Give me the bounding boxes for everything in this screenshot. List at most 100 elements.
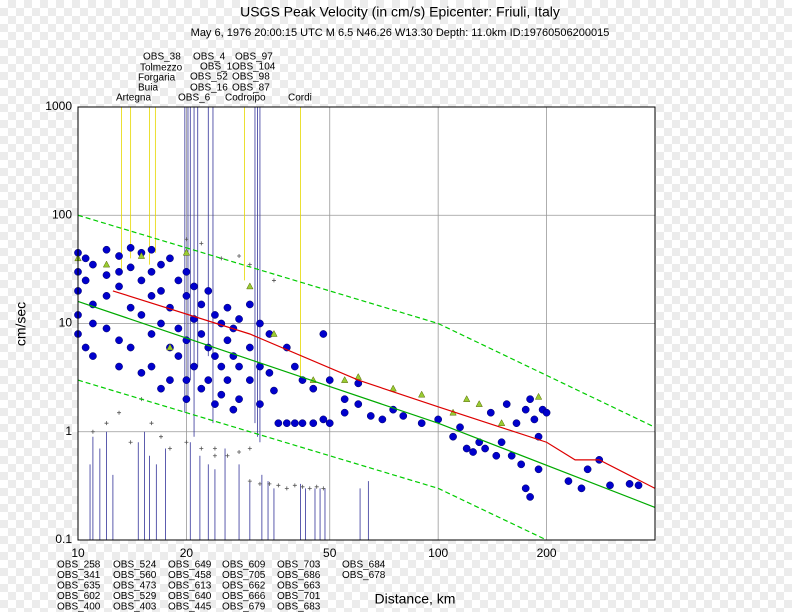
point (89, 352, 97, 360)
point (235, 315, 243, 323)
point (225, 453, 230, 458)
point (257, 481, 262, 486)
point (174, 276, 183, 285)
point (190, 282, 198, 291)
point (102, 245, 111, 254)
point (274, 419, 283, 428)
point (184, 237, 189, 242)
y-tick-label: 1000 (45, 99, 72, 113)
point (534, 392, 543, 400)
point (245, 376, 254, 384)
point (137, 369, 146, 377)
y-tick-label: 100 (52, 207, 72, 221)
y-tick-label: 10 (59, 316, 73, 330)
x-tick-label: 10 (71, 546, 85, 560)
point (309, 384, 318, 393)
point (204, 376, 213, 384)
point (399, 412, 408, 420)
station-label: OBS_445 (168, 602, 212, 612)
station-label: OBS_678 (342, 570, 386, 581)
point (463, 395, 471, 402)
point (267, 481, 272, 486)
point (147, 292, 156, 300)
point (197, 384, 206, 393)
point (147, 268, 156, 276)
point (128, 440, 133, 445)
point (512, 419, 521, 428)
station-label: OBS_1 (200, 62, 233, 73)
station-label: OBS_341 (57, 570, 101, 581)
point (314, 484, 319, 489)
point (115, 362, 123, 371)
point (481, 444, 489, 453)
point (102, 260, 111, 268)
point (583, 465, 592, 474)
point (223, 376, 232, 384)
station-label: OBS_640 (168, 591, 212, 602)
station-label: OBS_524 (113, 560, 157, 571)
point (449, 432, 457, 441)
point (126, 263, 135, 272)
point (307, 486, 312, 491)
point (319, 330, 328, 338)
point (517, 460, 526, 469)
plot-frame (77, 106, 656, 541)
point (167, 446, 172, 451)
point (526, 395, 534, 404)
point (217, 362, 226, 371)
point (157, 319, 165, 328)
station-label: OBS_16 (190, 83, 228, 94)
station-label: Tolmezzo (140, 63, 183, 74)
point (157, 287, 165, 295)
point (247, 479, 252, 484)
fit-line (112, 290, 656, 489)
y-axis-label: cm/sec (13, 302, 29, 346)
point (340, 408, 349, 417)
point (89, 319, 97, 328)
station-label: OBS_4 (193, 52, 226, 63)
station-label: OBS_602 (57, 591, 101, 602)
point (147, 330, 156, 338)
point (246, 282, 254, 290)
point (606, 481, 614, 490)
point (182, 376, 191, 384)
x-tick-label: 200 (537, 546, 557, 560)
point (497, 419, 506, 426)
x-tick-label: 100 (428, 546, 448, 560)
point (486, 408, 495, 417)
point (290, 362, 299, 371)
chart-title: USGS Peak Velocity (in cm/s) Epicenter: … (240, 4, 560, 20)
station-label: OBS_684 (342, 560, 386, 571)
point (115, 336, 123, 345)
point (502, 400, 511, 408)
point (462, 444, 471, 453)
point (184, 440, 189, 445)
point (270, 386, 278, 395)
point (577, 484, 586, 493)
station-label: OBS_52 (190, 72, 228, 83)
point (247, 446, 252, 451)
point (149, 421, 154, 426)
point (475, 400, 483, 407)
point (147, 362, 156, 371)
point (300, 484, 305, 489)
point (217, 390, 226, 399)
y-tick-label: 0.1 (55, 532, 72, 546)
x-tick-label: 20 (180, 546, 194, 560)
station-label: Codroipo (225, 93, 266, 104)
point (340, 395, 349, 404)
point (284, 486, 289, 491)
point (190, 362, 198, 371)
point (115, 268, 123, 276)
station-label: OBS_679 (222, 602, 266, 612)
point (290, 419, 299, 428)
point (634, 481, 643, 490)
point (199, 241, 204, 246)
point (298, 419, 307, 428)
point (282, 419, 291, 428)
x-tick-label: 50 (323, 546, 337, 560)
point (157, 260, 165, 269)
station-label: Artegna (116, 93, 151, 104)
point (104, 421, 109, 426)
